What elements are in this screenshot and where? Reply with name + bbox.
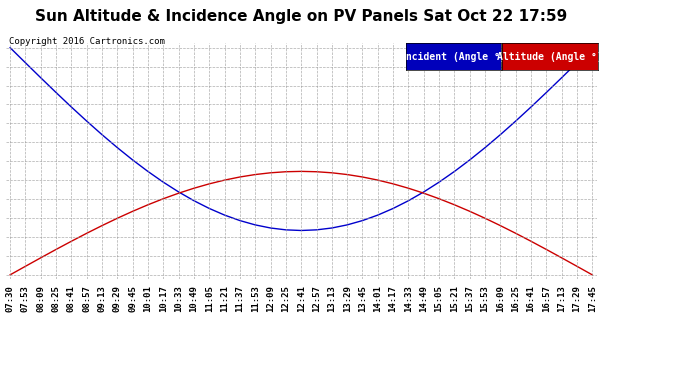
Text: 15:37: 15:37: [465, 285, 474, 312]
Text: 16:09: 16:09: [496, 285, 505, 312]
Text: 14:01: 14:01: [373, 285, 382, 312]
Text: 15:53: 15:53: [480, 285, 489, 312]
Text: 08:09: 08:09: [37, 285, 46, 312]
Text: Copyright 2016 Cartronics.com: Copyright 2016 Cartronics.com: [9, 38, 165, 46]
Text: 13:13: 13:13: [327, 285, 336, 312]
Text: 16:25: 16:25: [511, 285, 520, 312]
Text: 10:17: 10:17: [159, 285, 168, 312]
Text: 11:53: 11:53: [250, 285, 259, 312]
Text: 09:29: 09:29: [113, 285, 122, 312]
Text: 07:53: 07:53: [21, 285, 30, 312]
Text: 08:57: 08:57: [82, 285, 91, 312]
Text: 11:05: 11:05: [205, 285, 214, 312]
Text: 09:45: 09:45: [128, 285, 137, 312]
Text: 16:57: 16:57: [542, 285, 551, 312]
Text: 13:45: 13:45: [358, 285, 367, 312]
Text: Sun Altitude & Incidence Angle on PV Panels Sat Oct 22 17:59: Sun Altitude & Incidence Angle on PV Pan…: [35, 9, 567, 24]
Text: 09:13: 09:13: [97, 285, 106, 312]
Text: 14:49: 14:49: [420, 285, 428, 312]
Text: 08:25: 08:25: [52, 285, 61, 312]
Text: 15:05: 15:05: [435, 285, 444, 312]
Text: 11:21: 11:21: [220, 285, 229, 312]
Text: 13:29: 13:29: [343, 285, 352, 312]
Text: 12:41: 12:41: [297, 285, 306, 312]
Text: 10:01: 10:01: [144, 285, 152, 312]
Text: 10:33: 10:33: [174, 285, 183, 312]
Text: 12:57: 12:57: [312, 285, 321, 312]
Text: 17:45: 17:45: [588, 285, 597, 312]
Text: 17:29: 17:29: [573, 285, 582, 312]
Text: 14:33: 14:33: [404, 285, 413, 312]
Text: 12:09: 12:09: [266, 285, 275, 312]
Text: 11:37: 11:37: [235, 285, 244, 312]
Text: 17:13: 17:13: [557, 285, 566, 312]
Text: 14:17: 14:17: [388, 285, 397, 312]
Text: Incident (Angle °): Incident (Angle °): [400, 52, 506, 62]
Text: 10:49: 10:49: [190, 285, 199, 312]
Text: 16:41: 16:41: [526, 285, 535, 312]
Text: Altitude (Angle °): Altitude (Angle °): [497, 52, 603, 62]
Text: 08:41: 08:41: [67, 285, 76, 312]
Text: 15:21: 15:21: [450, 285, 459, 312]
Text: 07:30: 07:30: [6, 285, 14, 312]
Text: 12:25: 12:25: [282, 285, 290, 312]
